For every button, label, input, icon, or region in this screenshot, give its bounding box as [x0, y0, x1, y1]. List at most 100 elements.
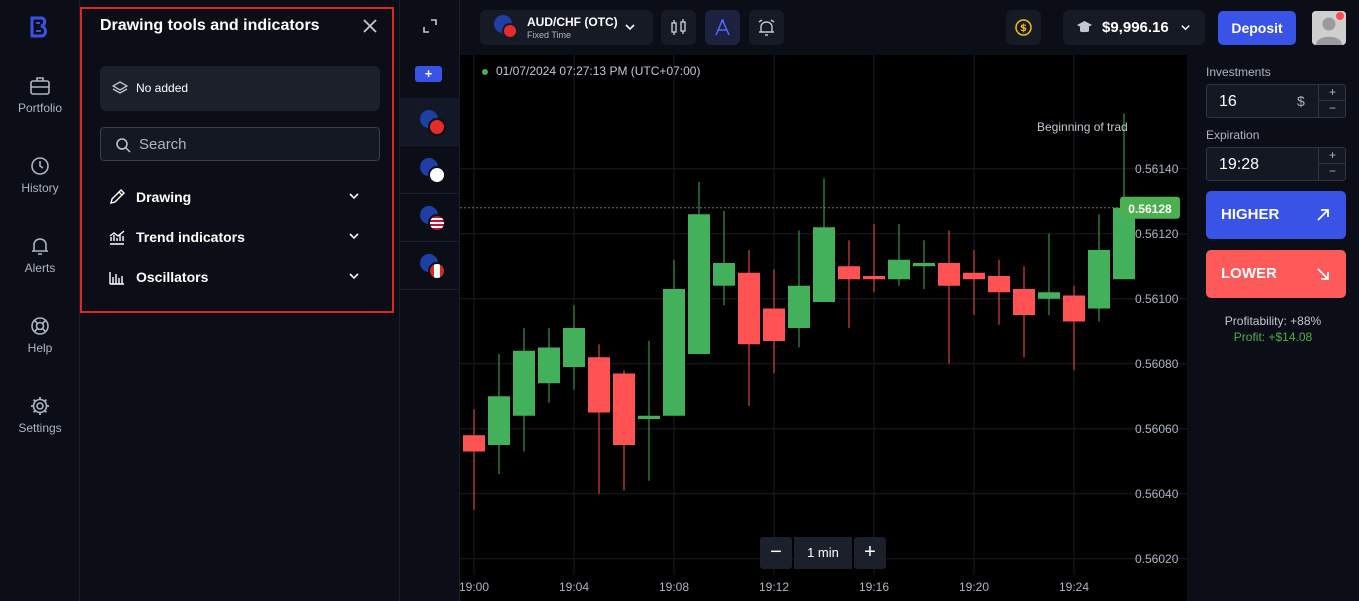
chart-type-button[interactable]	[661, 10, 696, 45]
candle-up	[663, 289, 685, 416]
trend-chart-icon	[109, 230, 125, 245]
arrow-up-right-icon	[1317, 209, 1329, 221]
nav-label: Alerts	[24, 261, 56, 275]
y-tick-label: 0.56080	[1135, 357, 1179, 371]
nav-portfolio[interactable]: Portfolio	[0, 75, 80, 115]
profit-text: Profit: +$14.08	[1233, 330, 1313, 344]
candle-up	[888, 259, 910, 280]
expiration-value[interactable]: 19:28	[1219, 156, 1260, 173]
search-icon	[116, 138, 131, 153]
usa-flag-icon	[428, 214, 446, 232]
lower-label: LOWER	[1221, 265, 1277, 282]
nav-label: Portfolio	[17, 101, 63, 115]
add-asset-button[interactable]: +	[415, 66, 442, 82]
candle-up	[688, 214, 710, 354]
chevron-down-icon	[349, 273, 359, 280]
nav-history[interactable]: History	[0, 155, 80, 195]
oscillator-icon	[109, 272, 124, 285]
chart-timestamp: 01/07/2024 07:27:13 PM (UTC+07:00)	[482, 64, 700, 78]
increase-button[interactable]: +	[1319, 85, 1346, 101]
x-tick-label: 19:12	[759, 580, 789, 594]
y-tick-label: 0.56120	[1135, 227, 1179, 241]
profitability-text: Profitability: +88%	[1224, 314, 1322, 328]
left-navigation: Portfolio History Alerts Help Settings	[0, 0, 80, 601]
candlestick-chart[interactable]: 0.56140 0.56120 0.56100 0.56080 0.56060 0.560…	[460, 55, 1187, 601]
candle-down	[763, 308, 785, 341]
chevron-down-icon	[1181, 25, 1190, 31]
nav-help[interactable]: Help	[0, 315, 80, 355]
price-chart[interactable]: 0.56140 0.56120 0.56100 0.56080 0.56060 0.560…	[460, 55, 1187, 601]
y-tick-label: 0.56040	[1135, 487, 1179, 501]
chevron-down-icon	[349, 193, 359, 200]
switzerland-flag-icon	[502, 23, 518, 39]
candle-down	[463, 435, 485, 452]
higher-button[interactable]: HIGHER	[1206, 191, 1346, 239]
candle-up	[913, 263, 935, 267]
investment-unit: $	[1297, 93, 1305, 109]
search-input[interactable]	[139, 134, 369, 154]
asset-tab-aud-cad[interactable]	[400, 242, 460, 290]
gear-icon	[31, 397, 49, 415]
drawing-tools-button[interactable]	[705, 10, 740, 45]
live-dot	[482, 68, 488, 75]
x-tick-label: 19:24	[1059, 580, 1089, 594]
asset-tab-aud-chf[interactable]	[400, 98, 460, 146]
x-tick-label: 19:08	[659, 580, 689, 594]
asset-tab-aud-jpy[interactable]	[400, 146, 460, 194]
highlight-border	[80, 7, 394, 313]
decrease-button[interactable]: −	[1328, 164, 1336, 178]
bell-icon	[32, 238, 48, 255]
expiration-stepper: + −	[1318, 148, 1346, 180]
nav-settings[interactable]: Settings	[0, 395, 80, 435]
current-price-label: 0.56128	[1128, 202, 1172, 216]
decrease-button[interactable]: −	[1328, 101, 1336, 115]
asset-tab-aud-usd[interactable]	[400, 194, 460, 242]
expand-icon[interactable]	[422, 18, 438, 34]
balance-amount: $9,996.16	[1102, 19, 1169, 36]
investment-value[interactable]: 16	[1219, 93, 1237, 110]
candle-down	[988, 276, 1010, 293]
expiration-field[interactable]: 19:28 + −	[1206, 147, 1346, 181]
zoom-out-button[interactable]: −	[760, 537, 792, 569]
nav-label: History	[21, 181, 59, 195]
candle-up	[538, 347, 560, 384]
added-indicators-box: No added	[100, 66, 380, 111]
panel-title: Drawing tools and indicators	[100, 17, 320, 34]
x-tick-label: 19:04	[559, 580, 589, 594]
bonus-button[interactable]: $	[1006, 10, 1041, 45]
candle-down	[863, 276, 885, 280]
canada-flag-icon	[428, 262, 446, 280]
switzerland-flag-icon	[428, 118, 446, 136]
nav-alerts[interactable]: Alerts	[0, 235, 80, 275]
no-added-label: No added	[136, 81, 189, 95]
trade-panel: Investments 16 $ + − Expiration 19:28 + …	[1187, 55, 1359, 601]
asset-selector[interactable]: AUD/CHF (OTC) Fixed Time	[480, 10, 653, 45]
notification-dot	[1336, 12, 1344, 20]
section-oscillators[interactable]: Oscillators	[108, 263, 360, 289]
deposit-button[interactable]: Deposit	[1218, 11, 1296, 45]
candle-up	[1088, 250, 1110, 309]
candle-up	[638, 415, 660, 419]
candle-up	[788, 285, 810, 328]
close-icon[interactable]	[362, 18, 378, 34]
lower-button[interactable]: LOWER	[1206, 250, 1346, 298]
investment-field[interactable]: 16 $ + −	[1206, 84, 1346, 118]
balance-selector[interactable]: $9,996.16	[1063, 10, 1205, 45]
timestamp-text: 01/07/2024 07:27:13 PM (UTC+07:00)	[496, 64, 701, 78]
zoom-in-button[interactable]: +	[854, 537, 886, 569]
section-drawing[interactable]: Drawing	[108, 183, 360, 209]
investment-stepper: + −	[1318, 85, 1346, 117]
timeframe-label[interactable]: 1 min	[794, 537, 852, 569]
y-tick-label: 0.56100	[1135, 292, 1179, 306]
pair-name: AUD/CHF (OTC)	[527, 15, 618, 29]
candle-up	[1113, 207, 1135, 280]
japan-flag-icon	[428, 166, 446, 184]
candle-up	[488, 396, 510, 445]
logo-icon[interactable]	[26, 14, 52, 40]
increase-button[interactable]: +	[1319, 148, 1346, 164]
section-trend-indicators[interactable]: Trend indicators	[108, 223, 360, 249]
arrow-down-right-icon	[1317, 268, 1329, 280]
trade-start-annotation: Beginning of trad	[1037, 120, 1128, 134]
price-alert-button[interactable]	[749, 10, 784, 45]
nav-label: Settings	[18, 421, 62, 435]
